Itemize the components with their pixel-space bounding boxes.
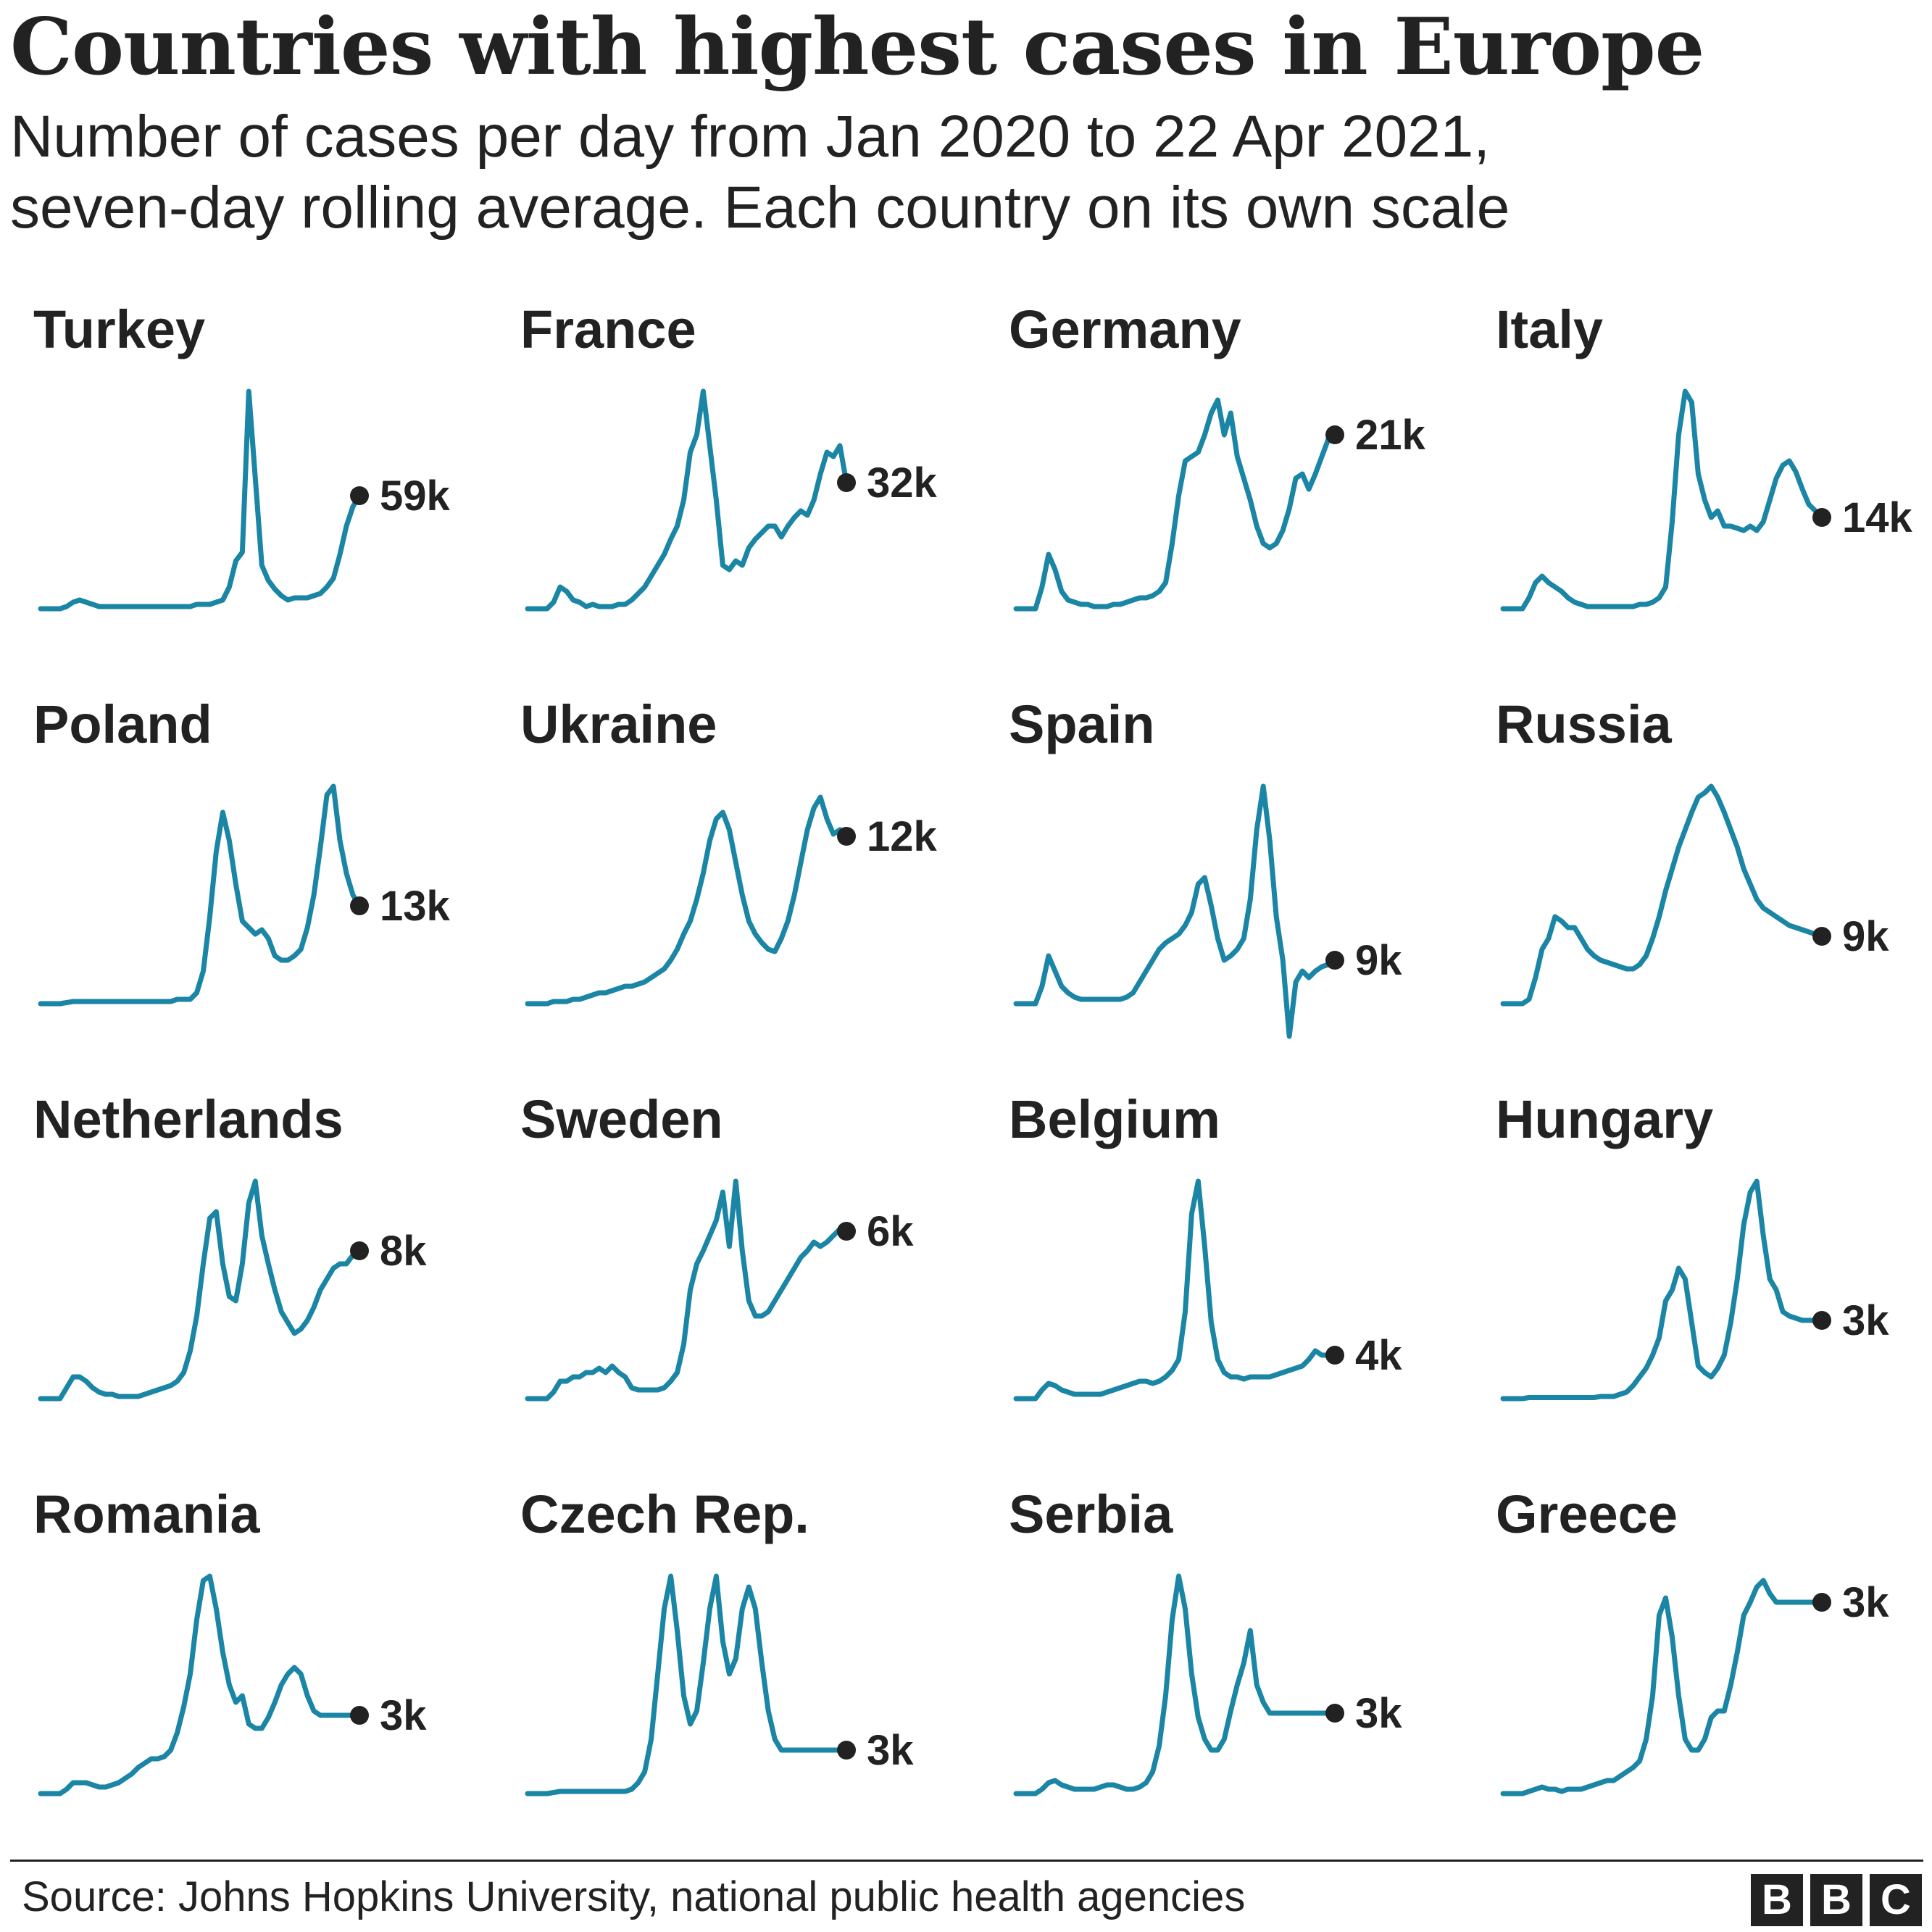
panel-title-serbia: Serbia bbox=[1009, 1484, 1173, 1544]
panel-title-italy: Italy bbox=[1496, 299, 1604, 359]
latest-point bbox=[350, 486, 369, 505]
series-line bbox=[525, 1573, 849, 1796]
sparkline-germany: 21k bbox=[1013, 397, 1426, 612]
panel-title-russia: Russia bbox=[1496, 694, 1672, 754]
panel-title-netherlands: Netherlands bbox=[33, 1089, 343, 1149]
latest-value-label: 9k bbox=[1355, 937, 1402, 984]
sparkline-italy: 14k bbox=[1500, 388, 1913, 612]
sparkline-france: 32k bbox=[525, 388, 938, 612]
panel-title-belgium: Belgium bbox=[1009, 1089, 1220, 1149]
series-line bbox=[38, 1178, 362, 1402]
latest-value-label: 21k bbox=[1355, 412, 1426, 459]
latest-point bbox=[1812, 927, 1831, 946]
series-line bbox=[38, 783, 362, 1007]
series-line bbox=[1500, 1178, 1825, 1402]
logo-letter-c: C bbox=[1870, 1874, 1922, 1926]
series-line bbox=[38, 1573, 362, 1796]
sparkline-ukraine: 12k bbox=[525, 794, 938, 1007]
latest-value-label: 6k bbox=[867, 1208, 914, 1255]
sparkline-belgium: 4k bbox=[1013, 1178, 1402, 1402]
sparkline-russia: 9k bbox=[1500, 783, 1889, 1007]
latest-value-label: 4k bbox=[1355, 1332, 1402, 1379]
sparkline-hungary: 3k bbox=[1500, 1178, 1889, 1402]
panel-title-sweden: Sweden bbox=[520, 1089, 723, 1149]
latest-value-label: 3k bbox=[1842, 1297, 1889, 1344]
panel-title-germany: Germany bbox=[1009, 299, 1241, 359]
latest-value-label: 3k bbox=[1842, 1579, 1889, 1626]
logo-letter-b2: B bbox=[1810, 1874, 1862, 1926]
latest-value-label: 3k bbox=[380, 1692, 427, 1739]
latest-value-label: 32k bbox=[867, 459, 938, 507]
latest-point bbox=[837, 473, 856, 492]
panel-title-czech-rep-: Czech Rep. bbox=[520, 1484, 809, 1544]
panel-title-romania: Romania bbox=[33, 1484, 260, 1544]
footer-divider bbox=[10, 1860, 1923, 1862]
latest-point bbox=[1325, 951, 1344, 970]
sparkline-serbia: 3k bbox=[1013, 1573, 1402, 1796]
latest-value-label: 13k bbox=[380, 883, 451, 930]
chart-title: Countries with highest cases in Europe bbox=[10, 1, 1704, 93]
latest-point bbox=[350, 1706, 369, 1725]
series-line bbox=[1500, 1578, 1825, 1796]
latest-point bbox=[837, 827, 856, 846]
sparkline-spain: 9k bbox=[1013, 783, 1402, 1039]
series-line bbox=[525, 1178, 849, 1402]
panel-title-ukraine: Ukraine bbox=[520, 694, 717, 754]
sparkline-czech-rep-: 3k bbox=[525, 1573, 914, 1796]
panel-title-turkey: Turkey bbox=[33, 299, 206, 359]
latest-point bbox=[350, 896, 369, 915]
logo-letter-b1: B bbox=[1751, 1874, 1803, 1926]
source-note: Source: Johns Hopkins University, nation… bbox=[22, 1873, 1246, 1920]
panel-title-france: France bbox=[520, 299, 696, 359]
latest-point bbox=[1325, 1704, 1344, 1723]
subtitle-line-1: Number of cases per day from Jan 2020 to… bbox=[10, 104, 1491, 170]
latest-point bbox=[350, 1241, 369, 1260]
series-line bbox=[1013, 783, 1338, 1039]
sparkline-netherlands: 8k bbox=[38, 1178, 427, 1402]
latest-point bbox=[1325, 425, 1344, 444]
latest-value-label: 8k bbox=[380, 1228, 427, 1275]
series-line bbox=[1500, 388, 1825, 612]
latest-point bbox=[1812, 1593, 1831, 1612]
latest-value-label: 3k bbox=[867, 1727, 914, 1774]
series-line bbox=[1013, 1573, 1338, 1796]
panel-title-hungary: Hungary bbox=[1496, 1089, 1714, 1149]
sparkline-greece: 3k bbox=[1500, 1578, 1889, 1796]
sparkline-turkey: 59k bbox=[38, 388, 451, 612]
panel-title-greece: Greece bbox=[1496, 1484, 1678, 1544]
latest-value-label: 14k bbox=[1842, 494, 1913, 541]
bbc-logo: B B C bbox=[1751, 1874, 1922, 1926]
latest-value-label: 3k bbox=[1355, 1690, 1402, 1737]
series-line bbox=[38, 388, 362, 612]
latest-value-label: 59k bbox=[380, 472, 451, 520]
chart-subtitle: Number of cases per day from Jan 2020 to… bbox=[10, 101, 1894, 243]
latest-point bbox=[1812, 508, 1831, 527]
series-line bbox=[525, 388, 849, 612]
latest-point bbox=[1812, 1311, 1831, 1330]
sparkline-poland: 13k bbox=[38, 783, 451, 1007]
series-line bbox=[1013, 1178, 1338, 1402]
subtitle-line-2: seven-day rolling average. Each country … bbox=[10, 175, 1510, 241]
series-line bbox=[525, 794, 849, 1007]
sparkline-romania: 3k bbox=[38, 1573, 427, 1796]
sparkline-sweden: 6k bbox=[525, 1178, 914, 1402]
latest-value-label: 12k bbox=[867, 813, 938, 860]
panel-title-spain: Spain bbox=[1009, 694, 1155, 754]
latest-value-label: 9k bbox=[1842, 913, 1889, 960]
latest-point bbox=[1325, 1346, 1344, 1365]
latest-point bbox=[837, 1741, 856, 1760]
panel-title-poland: Poland bbox=[33, 694, 212, 754]
series-line bbox=[1500, 783, 1825, 1007]
latest-point bbox=[837, 1222, 856, 1241]
series-line bbox=[1013, 397, 1338, 612]
